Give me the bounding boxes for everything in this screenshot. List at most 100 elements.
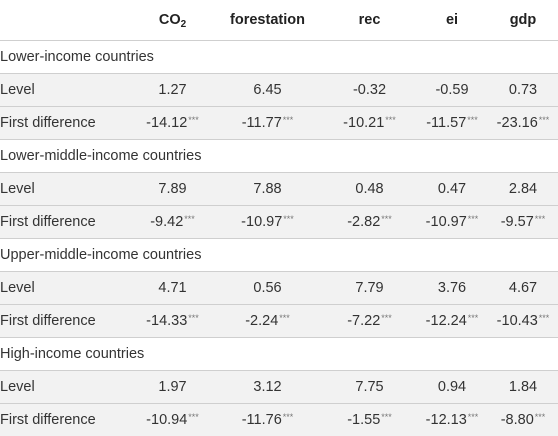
header-rec: rec [323, 0, 416, 41]
cell-value: 2.84 [488, 173, 558, 206]
significance-mark: *** [283, 412, 294, 422]
table-row: Level 1.27 6.45 -0.32 -0.59 0.73 [0, 74, 558, 107]
row-label: Level [0, 272, 133, 305]
cell-value: 0.73 [488, 74, 558, 107]
significance-mark: *** [468, 313, 479, 323]
significance-mark: *** [381, 313, 392, 323]
cell-number: -10.97 [241, 214, 282, 230]
cell-value: -11.76*** [212, 404, 323, 436]
cell-value: -9.57*** [488, 206, 558, 239]
cell-value: -12.13*** [416, 404, 488, 436]
cell-number: -14.33 [146, 313, 187, 329]
group-row: Lower-income countries [0, 41, 558, 74]
cell-value: -9.42*** [133, 206, 212, 239]
cell-number: -12.24 [426, 313, 467, 329]
cell-value: 0.56 [212, 272, 323, 305]
cell-value: 6.45 [212, 74, 323, 107]
cell-value: -14.33*** [133, 305, 212, 338]
significance-mark: *** [279, 313, 290, 323]
cell-number: -23.16 [497, 115, 538, 131]
significance-mark: *** [381, 214, 392, 224]
cell-value: -10.94*** [133, 404, 212, 436]
cell-value: 0.48 [323, 173, 416, 206]
group-title: High-income countries [0, 338, 558, 371]
significance-mark: *** [283, 214, 294, 224]
significance-mark: *** [539, 313, 550, 323]
cell-number: -9.57 [501, 214, 534, 230]
row-label: Level [0, 74, 133, 107]
significance-mark: *** [468, 214, 479, 224]
significance-mark: *** [184, 214, 195, 224]
group-row: Upper-middle-income countries [0, 239, 558, 272]
significance-mark: *** [535, 214, 546, 224]
cell-value: 1.27 [133, 74, 212, 107]
cell-number: -12.13 [426, 412, 467, 428]
row-label: First difference [0, 107, 133, 140]
header-co2: CO2 [133, 0, 212, 41]
group-title: Lower-middle-income countries [0, 140, 558, 173]
cell-value: 1.84 [488, 371, 558, 404]
cell-number: -2.24 [245, 313, 278, 329]
cell-value: -23.16*** [488, 107, 558, 140]
cell-value: -10.97*** [416, 206, 488, 239]
cell-value: -7.22*** [323, 305, 416, 338]
header-co2-subscript: 2 [181, 19, 187, 30]
significance-mark: *** [535, 412, 546, 422]
significance-mark: *** [188, 412, 199, 422]
row-label: First difference [0, 206, 133, 239]
table-row: First difference -9.42*** -10.97*** -2.8… [0, 206, 558, 239]
row-label: Level [0, 371, 133, 404]
cell-number: -10.21 [343, 115, 384, 131]
cell-value: 7.89 [133, 173, 212, 206]
cell-value: -14.12*** [133, 107, 212, 140]
significance-mark: *** [468, 412, 479, 422]
cell-value: 7.88 [212, 173, 323, 206]
cell-number: -1.55 [347, 412, 380, 428]
cell-number: -11.77 [242, 115, 282, 131]
header-ei: ei [416, 0, 488, 41]
table-row: First difference -14.12*** -11.77*** -10… [0, 107, 558, 140]
table-row: First difference -10.94*** -11.76*** -1.… [0, 404, 558, 436]
cell-number: -11.57 [426, 115, 466, 131]
significance-mark: *** [188, 115, 199, 125]
table-row: Level 4.71 0.56 7.79 3.76 4.67 [0, 272, 558, 305]
row-label: First difference [0, 305, 133, 338]
significance-mark: *** [539, 115, 550, 125]
cell-number: -8.80 [501, 412, 534, 428]
cell-value: 4.71 [133, 272, 212, 305]
cell-value: -10.21*** [323, 107, 416, 140]
cell-value: 3.76 [416, 272, 488, 305]
cell-number: -2.82 [347, 214, 380, 230]
cell-value: -10.43*** [488, 305, 558, 338]
cell-number: -14.12 [146, 115, 187, 131]
cell-value: -2.24*** [212, 305, 323, 338]
table-row: Level 7.89 7.88 0.48 0.47 2.84 [0, 173, 558, 206]
cell-value: -0.59 [416, 74, 488, 107]
cell-value: 1.97 [133, 371, 212, 404]
row-label: First difference [0, 404, 133, 436]
header-blank [0, 0, 133, 41]
cell-value: -11.57*** [416, 107, 488, 140]
group-row: Lower-middle-income countries [0, 140, 558, 173]
row-label: Level [0, 173, 133, 206]
header-forestation: forestation [212, 0, 323, 41]
cell-value: 4.67 [488, 272, 558, 305]
cell-number: -11.76 [242, 412, 282, 428]
cell-value: 7.79 [323, 272, 416, 305]
significance-mark: *** [188, 313, 199, 323]
header-row: CO2 forestation rec ei gdp [0, 0, 558, 41]
cell-value: 0.94 [416, 371, 488, 404]
cell-value: -11.77*** [212, 107, 323, 140]
cell-value: -8.80*** [488, 404, 558, 436]
table-row: First difference -14.33*** -2.24*** -7.2… [0, 305, 558, 338]
significance-mark: *** [385, 115, 396, 125]
cell-number: -7.22 [347, 313, 380, 329]
group-title: Lower-income countries [0, 41, 558, 74]
cell-value: -10.97*** [212, 206, 323, 239]
cell-value: 0.47 [416, 173, 488, 206]
cell-value: -0.32 [323, 74, 416, 107]
cell-value: 7.75 [323, 371, 416, 404]
cell-number: -10.94 [146, 412, 187, 428]
group-row: High-income countries [0, 338, 558, 371]
